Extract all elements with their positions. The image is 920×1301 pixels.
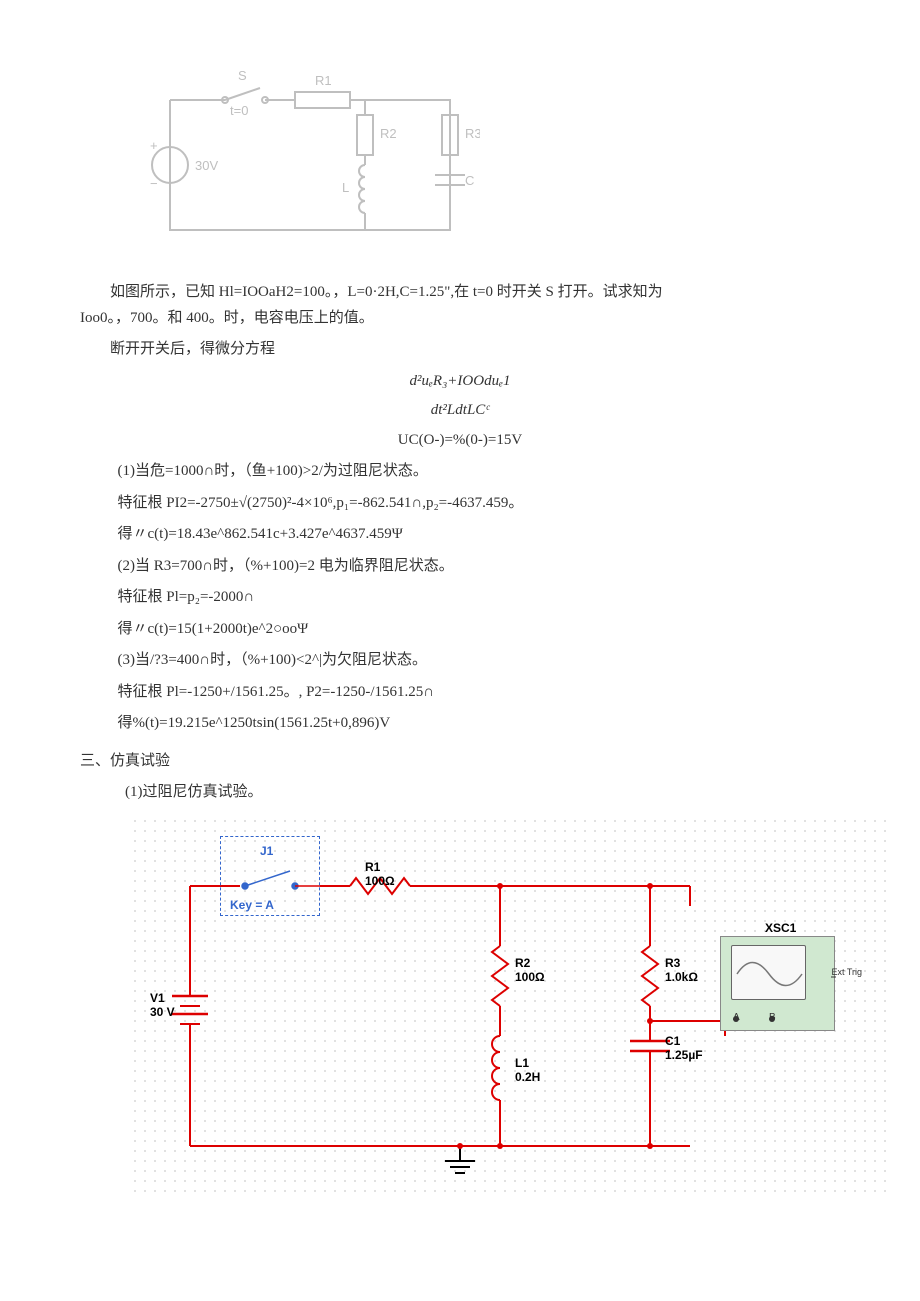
paragraph-11: 得%(t)=19.215e^1250tsin(1561.25t+0,896)V (80, 711, 840, 737)
sim-l1-val: 0.2H (515, 1070, 540, 1084)
paragraph-1b: Ioo0。，700。和 400。时，电容电压上的值。 (80, 306, 840, 332)
j1-label: J1 (260, 844, 273, 858)
sim-r2-label: R2 100Ω (515, 956, 545, 985)
sim-c1-label: C1 1.25µF (665, 1034, 703, 1063)
switch-time-label: t=0 (230, 103, 248, 118)
sim-r1-name: R1 (365, 860, 380, 874)
sim-r2-name: R2 (515, 956, 530, 970)
source-label: 30V (195, 158, 218, 173)
paragraph-8: 得〃c(t)=15(1+2000t)e^2○ooΨ (80, 617, 840, 643)
l-label: L (342, 180, 349, 195)
equation-3: UC(O-)=%(0-)=15V (80, 428, 840, 454)
r3-label: R3 (465, 126, 480, 141)
section-3-1: (1)过阻尼仿真试验。 (80, 780, 840, 806)
switch-s-label: S (238, 68, 247, 83)
sim-r1-val: 100Ω (365, 874, 395, 888)
paragraph-9: (3)当/?3=400∩时，（%+100)<2^|为欠阻尼状态。 (80, 648, 840, 674)
sim-c1-name: C1 (665, 1034, 680, 1048)
sim-r3-val: 1.0kΩ (665, 970, 698, 984)
sim-l1-label: L1 0.2H (515, 1056, 540, 1085)
paragraph-7: 特征根 Pl=p₂=-2000∩ (80, 585, 840, 611)
scope-ports-icon (721, 937, 836, 1032)
paragraph-10: 特征根 Pl=-1250+/1561.25。, P2=-1250-/1561.2… (80, 680, 840, 706)
paragraph-6: (2)当 R3=700∩时，（%+100)=2 电为临界阻尼状态。 (80, 554, 840, 580)
section-3-heading: 三、仿真试验 (80, 749, 840, 775)
c-label: C (465, 173, 474, 188)
sim-v1-name: V1 (150, 991, 165, 1005)
ext-trig-label: Ext Trig (831, 965, 862, 980)
sim-r2-val: 100Ω (515, 970, 545, 984)
r2-label: R2 (380, 126, 397, 141)
paragraph-1a: 如图所示，已知 Hl=IOOaH2=100。，L=0·2H,C=1.25",在 … (80, 280, 840, 306)
paragraph-3: (1)当危=1000∩时，（鱼+100)>2/为过阻尼状态。 (80, 459, 840, 485)
paragraph-5: 得〃c(t)=18.43e^862.541c+3.427e^4637.459Ψ (80, 522, 840, 548)
simulation-diagram: J1 Key = A R1 100Ω R2 100Ω R3 1.0kΩ V1 3… (130, 816, 890, 1196)
sim-v1-label: V1 30 V (150, 991, 175, 1020)
oscilloscope: Ext Trig A B (720, 936, 835, 1031)
sim-l1-name: L1 (515, 1056, 529, 1070)
paragraph-2: 断开开关后，得微分方程 (80, 337, 840, 363)
sim-v1-val: 30 V (150, 1005, 175, 1019)
circuit-diagram-1: S t=0 R1 R2 R3 L C 30V + − (130, 60, 840, 260)
sim-r3-label: R3 1.0kΩ (665, 956, 698, 985)
circuit-svg-1: S t=0 R1 R2 R3 L C 30V + − (130, 60, 480, 260)
equation-1: d²uₑR₃+IOOduₑ1 (80, 369, 840, 395)
r1-label: R1 (315, 73, 332, 88)
sim-c1-val: 1.25µF (665, 1048, 703, 1062)
sim-r3-name: R3 (665, 956, 680, 970)
minus-label: − (150, 176, 158, 191)
sim-r1-label: R1 100Ω (365, 860, 395, 889)
scope-name: XSC1 (765, 921, 796, 935)
paragraph-4: 特征根 PI2=-2750±√(2750)²-4×10⁶,p₁=-862.541… (80, 491, 840, 517)
equation-2: dt²LdtLCᶜ (80, 398, 840, 424)
key-label: Key = A (230, 898, 274, 912)
plus-label: + (150, 138, 158, 153)
